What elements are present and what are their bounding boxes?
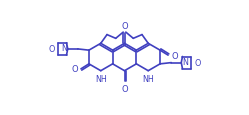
Text: O: O xyxy=(194,59,201,68)
Text: NH: NH xyxy=(142,74,154,83)
Text: O: O xyxy=(121,85,128,94)
Text: O: O xyxy=(171,51,178,60)
Text: O: O xyxy=(121,21,128,30)
Text: NH: NH xyxy=(95,74,107,83)
Text: O: O xyxy=(71,65,78,74)
Text: N: N xyxy=(61,44,67,53)
Text: O: O xyxy=(48,45,55,54)
Text: N: N xyxy=(182,57,188,66)
